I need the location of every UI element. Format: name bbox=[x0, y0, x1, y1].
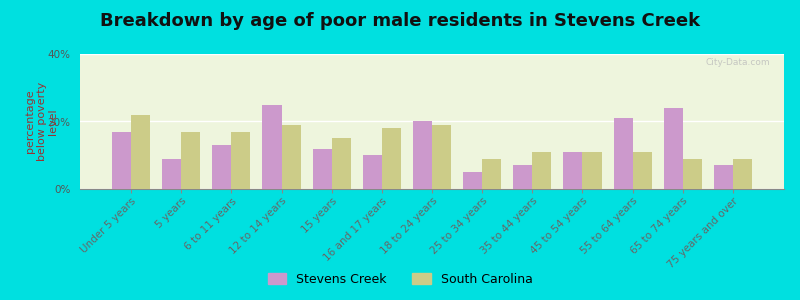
Bar bbox=[212, 145, 231, 189]
Bar bbox=[463, 172, 482, 189]
Bar bbox=[131, 115, 150, 189]
Bar bbox=[633, 152, 652, 189]
Bar bbox=[282, 125, 301, 189]
Text: City-Data.com: City-Data.com bbox=[706, 58, 770, 67]
Bar bbox=[231, 132, 250, 189]
Bar bbox=[664, 108, 682, 189]
Y-axis label: percentage
below poverty
level: percentage below poverty level bbox=[25, 82, 58, 161]
Bar bbox=[563, 152, 582, 189]
Bar bbox=[582, 152, 602, 189]
Bar bbox=[514, 165, 532, 189]
Bar bbox=[482, 159, 502, 189]
Bar bbox=[332, 138, 350, 189]
Bar bbox=[182, 132, 200, 189]
Bar bbox=[714, 165, 733, 189]
Bar bbox=[262, 105, 282, 189]
Bar bbox=[532, 152, 551, 189]
Bar bbox=[382, 128, 401, 189]
Bar bbox=[432, 125, 451, 189]
Bar bbox=[614, 118, 633, 189]
Bar bbox=[733, 159, 752, 189]
Text: Breakdown by age of poor male residents in Stevens Creek: Breakdown by age of poor male residents … bbox=[100, 12, 700, 30]
Legend: Stevens Creek, South Carolina: Stevens Creek, South Carolina bbox=[262, 268, 538, 291]
Bar bbox=[682, 159, 702, 189]
Bar bbox=[362, 155, 382, 189]
Bar bbox=[413, 122, 432, 189]
Bar bbox=[313, 148, 332, 189]
Bar bbox=[112, 132, 131, 189]
Bar bbox=[162, 159, 182, 189]
